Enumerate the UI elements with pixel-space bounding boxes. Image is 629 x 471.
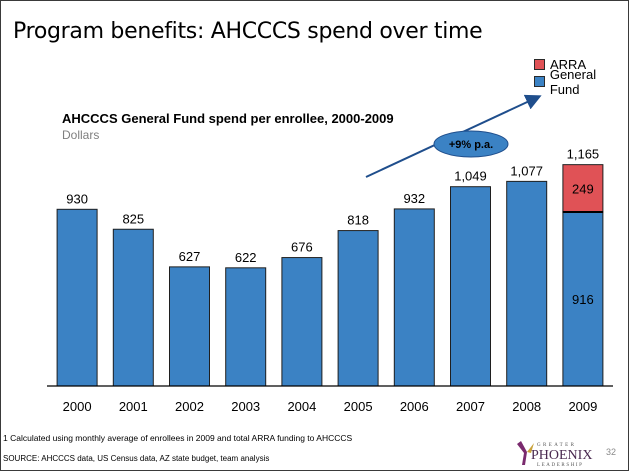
bar-general-fund-2001: [112, 228, 154, 387]
legend-label-arra: ARRA: [550, 57, 587, 72]
legend-item-general-fund: General Fund: [534, 67, 628, 97]
phoenix-bird-icon: [517, 441, 534, 465]
x-tick-label-2002: 2002: [175, 399, 204, 414]
x-tick-label-2004: 2004: [287, 399, 316, 414]
bar-general-fund-2002: [169, 266, 210, 387]
bar-general-fund-2004: [281, 257, 323, 387]
bar-general-fund-2008: [506, 180, 548, 387]
x-tick-label-2001: 2001: [119, 399, 148, 414]
greater-phoenix-logo: GREATER PHOENIX LEADERSHIP: [517, 441, 592, 468]
x-tick-label-2003: 2003: [231, 399, 260, 414]
x-tick-label-2000: 2000: [63, 399, 92, 414]
x-tick-label-2008: 2008: [512, 399, 541, 414]
legend-item-arra: ARRA: [534, 56, 628, 73]
footnote: 1 Calculated using monthly average of en…: [3, 433, 353, 443]
bar-general-fund-2009: [562, 211, 604, 387]
growth-label: +9% p.a.: [449, 139, 493, 151]
total-label-2000: 930: [66, 191, 88, 206]
chart-title: AHCCCS General Fund spend per enrollee, …: [62, 111, 394, 126]
growth-label-bubble: [433, 130, 509, 158]
total-label-2001: 825: [122, 211, 144, 226]
x-tick-label-2006: 2006: [400, 399, 429, 414]
total-label-2004: 676: [291, 240, 313, 255]
bar-general-fund-2003: [225, 267, 267, 387]
bar-chart: 930 2000 825 2001 627 2002 622 2003 676 2004 818 20…: [47, 94, 613, 414]
total-label-2006: 932: [403, 191, 425, 206]
x-tick-label-2009: 2009: [568, 399, 597, 414]
segment-label-arra-2009: 249: [572, 181, 594, 196]
total-label-2007: 1,049: [454, 169, 487, 184]
source-note: SOURCE: AHCCCS data, US Census data, AZ …: [3, 454, 270, 463]
page-number: 32: [606, 447, 617, 457]
logo-text-leadership: LEADERSHIP: [537, 463, 584, 468]
bar-general-fund-2000: [56, 208, 98, 387]
segment-label-general-fund-2009: 916: [572, 292, 594, 307]
logo-text-phoenix: PHOENIX: [531, 448, 592, 463]
legend-swatch-general-fund: [534, 76, 545, 87]
x-tick-label-2007: 2007: [456, 399, 485, 414]
bar-general-fund-2006: [393, 208, 435, 387]
bar-arra-2009: [562, 164, 604, 213]
total-label-2008: 1,077: [510, 163, 543, 178]
chart-unit: Dollars: [62, 128, 100, 142]
legend-swatch-arra: [534, 59, 545, 70]
total-label-2005: 818: [347, 213, 369, 228]
total-label-2002: 627: [179, 249, 201, 264]
slide-title: Program benefits: AHCCCS spend over time: [13, 19, 483, 44]
bar-general-fund-2007: [450, 186, 491, 387]
legend-label-general-fund: General Fund: [549, 66, 597, 97]
x-tick-label-2005: 2005: [344, 399, 373, 414]
chart-legend: ARRA General Fund: [534, 56, 628, 97]
bar-general-fund-2005: [337, 230, 379, 387]
total-label-2003: 622: [235, 250, 257, 265]
total-label-2009: 1,165: [567, 147, 600, 162]
logo-text-greater: GREATER: [537, 443, 576, 448]
